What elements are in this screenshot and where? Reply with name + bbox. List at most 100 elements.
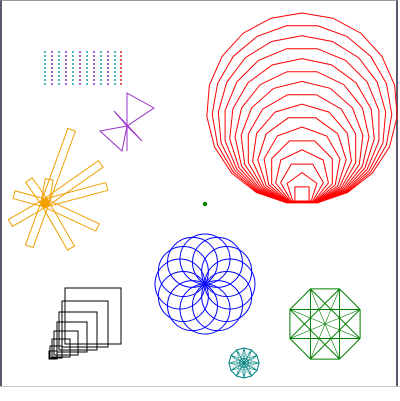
circle-rosette [154,233,256,335]
grid-dot [58,83,60,85]
grid-dot [72,67,74,69]
grid-dot [72,55,74,57]
nested-square [49,345,63,359]
small-star-chord [230,362,260,371]
rosette-circle [201,246,253,297]
grid-dot [100,59,102,61]
small-star-chord [236,355,258,377]
nested-squares [48,287,122,360]
grid-dot [65,63,67,65]
grid-dot [86,59,88,61]
center-dot [202,201,208,207]
pinwheel-rectangle [24,200,50,249]
grid-dot [100,83,102,85]
grid-dot [120,51,122,53]
small-star-spoke [236,349,245,364]
grid-dot [114,71,116,73]
spiral-polygon [224,48,380,203]
grid-dot [79,67,81,69]
small-star-chord [230,349,252,371]
grid-dot [58,63,60,65]
spiral-polygon [263,126,341,203]
grid-dot [114,79,116,81]
grid-dot [120,79,122,81]
grid-dot [86,83,88,85]
small-star-chord [243,347,252,377]
pinwheel-rectangle [42,198,100,232]
octagon-chord [310,288,361,339]
small-star-chord [243,349,252,379]
grid-dot [93,63,95,65]
spiral-polygon [271,140,333,202]
grid-dot [44,83,46,85]
grid-dot [120,63,122,65]
grid-dot [58,51,60,53]
small-star-spoke [236,362,245,377]
small-star-spoke [230,362,245,371]
spiral-polygon [257,117,347,203]
spiral-polygon [229,58,375,203]
spiral-polygon [252,103,352,203]
grid-dot [114,55,116,57]
grid-dot [79,75,81,77]
grid-dot [107,75,109,77]
grid-dot [44,79,46,81]
grid-dot [120,75,122,77]
small-star-spoke [243,349,252,364]
grid-dot [58,59,60,61]
grid-dot [93,83,95,85]
grid-dot [58,71,60,73]
nested-square [48,350,58,360]
nested-square [61,300,109,348]
grid-dot [100,71,102,73]
grid-dot [114,51,116,53]
spiral-polygon [234,71,370,203]
grid-dot [72,83,74,85]
grid-dot [58,55,60,57]
octagon-spoke [324,323,361,339]
grid-dot [44,55,46,57]
grid-dot [44,59,46,61]
nested-square [51,338,71,358]
spiral-polygon [294,186,310,202]
grid-dot [65,59,67,61]
spiral-polygon [240,80,364,203]
bowtie-triangle-left [98,125,128,152]
grid-dot [86,67,88,69]
small-star-polygon [228,347,260,379]
dot-grid-pattern [44,51,122,85]
grid-dot [114,67,116,69]
octagon-spoke [289,309,326,325]
grid-dot [51,63,53,65]
grid-dot [58,67,60,69]
small-star-chord [236,347,245,377]
spiral-polygon [275,149,329,202]
grid-dot [65,67,67,69]
grid-dot [86,55,88,57]
bowtie-shape [98,92,155,152]
grid-dot [86,79,88,81]
small-star-spoke [230,355,245,364]
grid-dot [120,83,122,85]
grid-dot [100,79,102,81]
bowtie-triangle-inner [113,110,143,142]
grid-dot [107,67,109,69]
grid-dot [79,63,81,65]
octagon-spoke [289,323,326,339]
spiral-polygon [280,163,324,202]
grid-dot [51,75,53,77]
grid-dot [93,71,95,73]
grid-dot [79,83,81,85]
grid-dot [100,75,102,77]
octagon-spoke [310,288,326,325]
spiral-polygon [211,25,393,204]
grid-dot [79,55,81,57]
grid-dot [107,83,109,85]
grid-dot [120,59,122,61]
spiral-polygon [206,12,398,204]
octagon-chord [289,309,340,360]
spiral-polygon [247,94,357,203]
grid-dot [114,59,116,61]
grid-dot [79,79,81,81]
grid-dot [44,63,46,65]
